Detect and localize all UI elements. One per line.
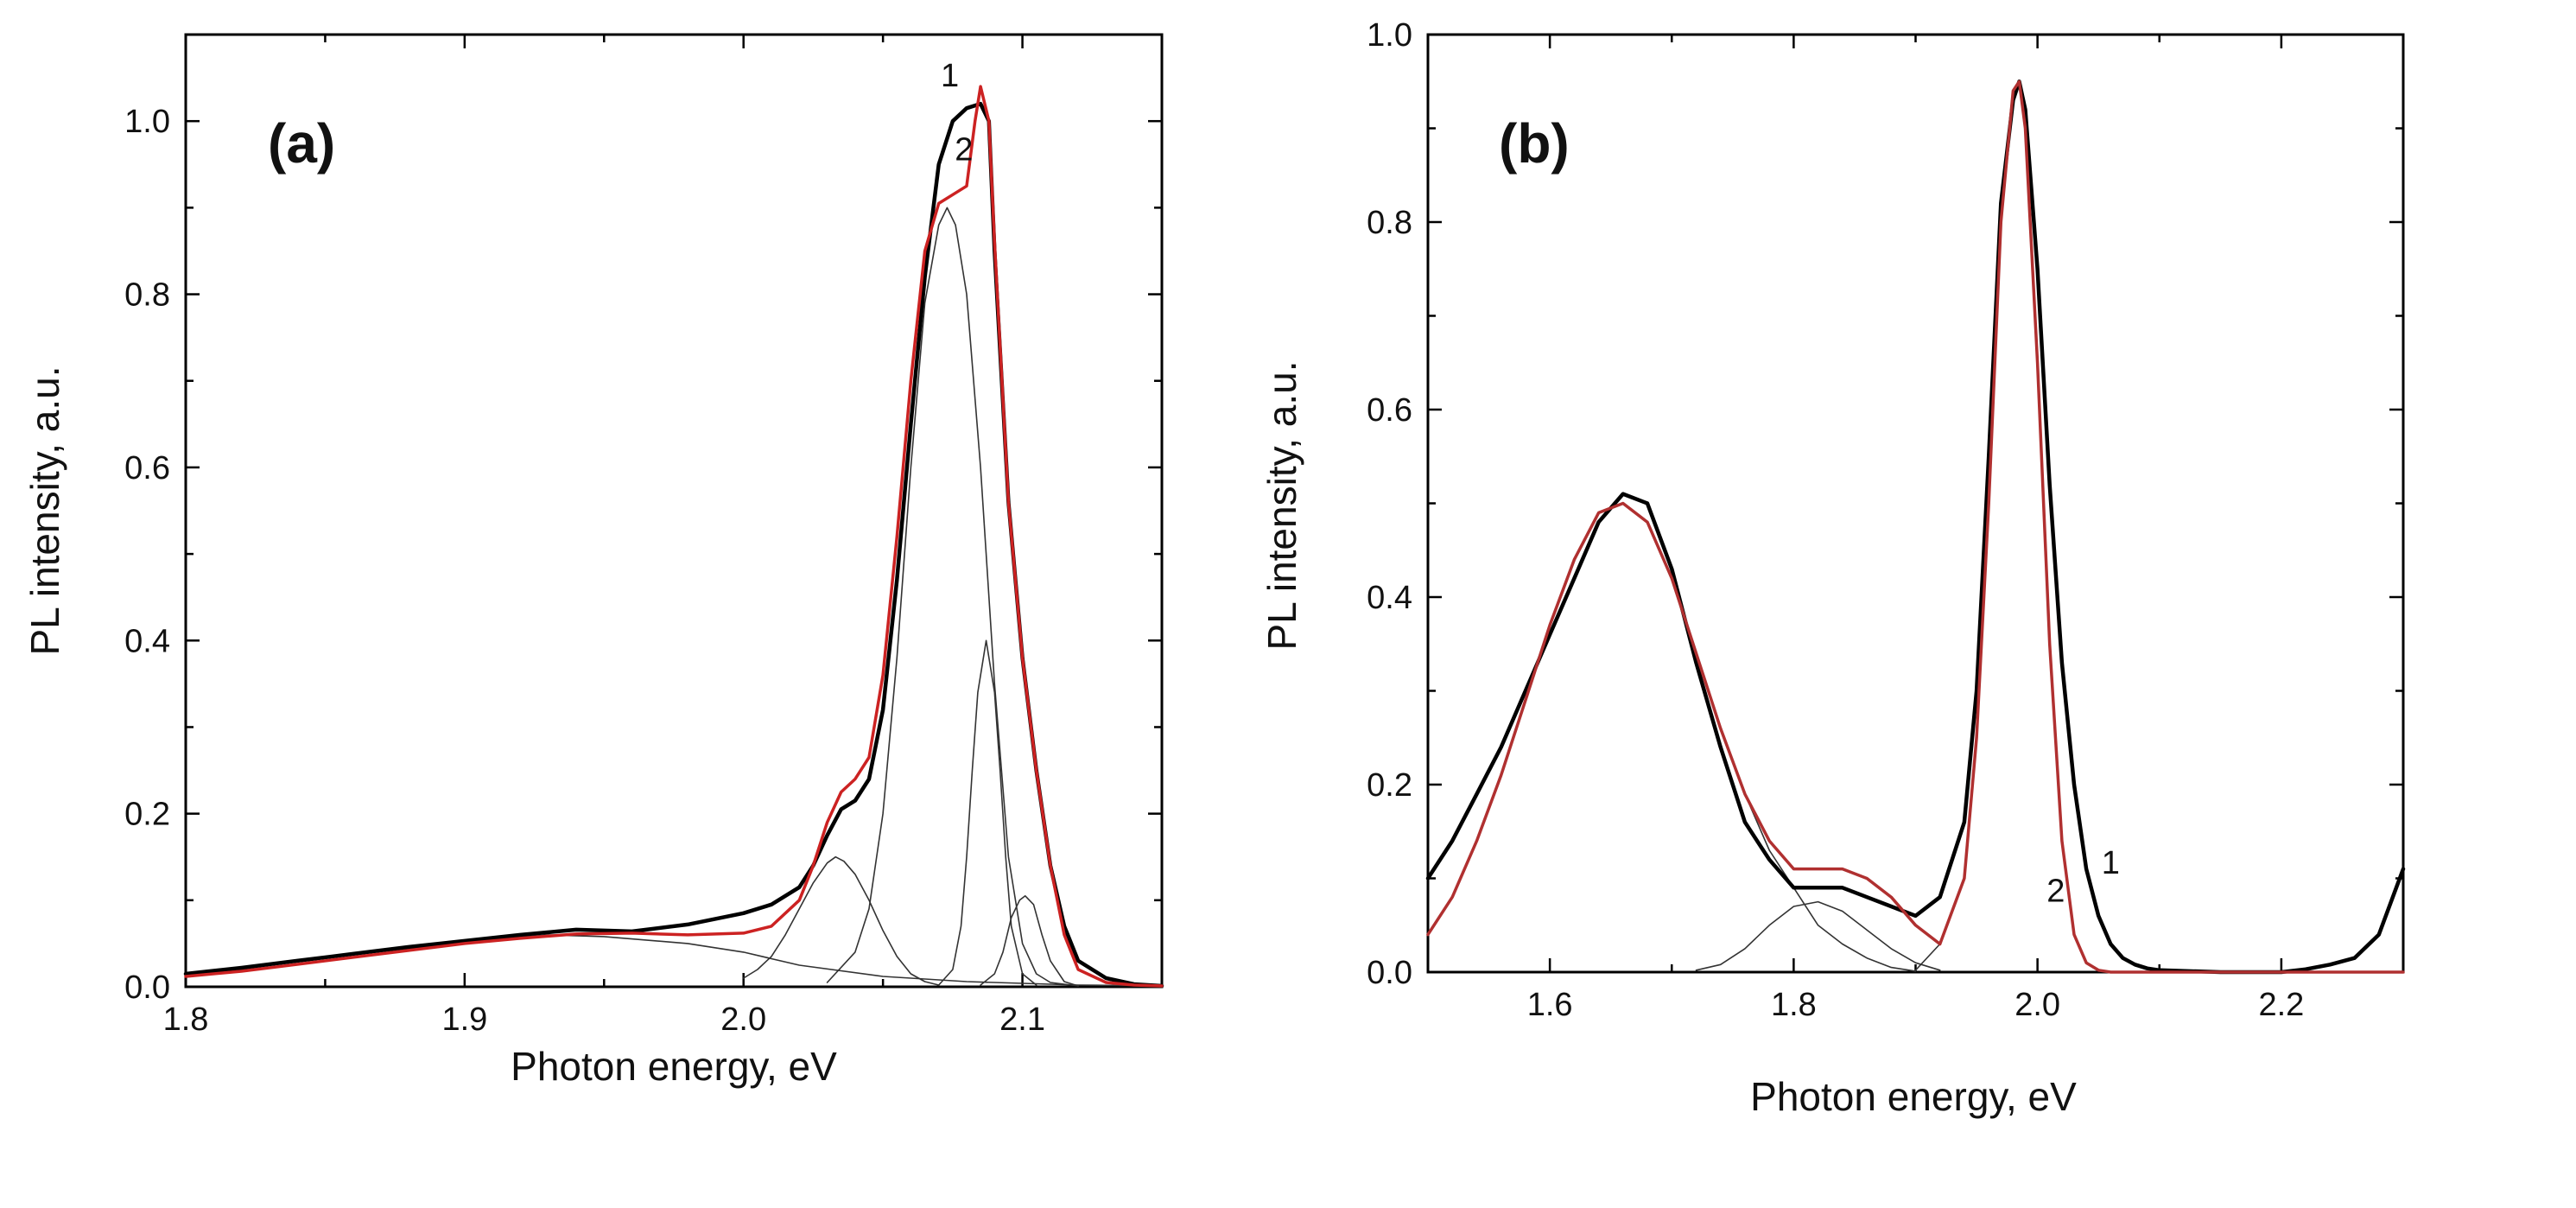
x-tick-label: 1.9 xyxy=(441,1001,487,1038)
panel-b-series xyxy=(1425,79,2406,975)
panel-a-y-axis-title: PL intensity, a.u. xyxy=(22,366,67,656)
curve-number-label: 1 xyxy=(941,58,959,94)
series-fit-line xyxy=(1426,79,2405,974)
panel-a-curve-labels: 12 xyxy=(941,58,973,168)
x-tick-label: 1.6 xyxy=(1527,987,1573,1023)
y-tick-label: 0.0 xyxy=(1367,955,1412,991)
y-tick-label: 0.6 xyxy=(1367,392,1412,429)
curve-number-label: 2 xyxy=(2046,874,2065,910)
y-tick-label: 1.0 xyxy=(1367,17,1412,54)
x-tick-label: 1.8 xyxy=(163,1001,209,1038)
series-experimental-line xyxy=(1425,79,2406,975)
panel-a-series xyxy=(183,85,1164,989)
x-tick-label: 2.0 xyxy=(720,1001,766,1038)
chart-panel-a: 1.8 1.9 2.0 2.10.00.20.40.60.81.0 (a) 12 Ph… xyxy=(22,33,1164,1089)
chart-panel-b: 1.6 1.8 2.0 2.20.00.20.40.60.81.0 (b) 12 Ph… xyxy=(1259,17,2406,1119)
panel-a-x-axis-title: Photon energy, eV xyxy=(511,1044,837,1089)
y-tick-label: 0.6 xyxy=(124,450,170,486)
y-tick-label: 0.2 xyxy=(124,797,170,833)
x-tick-label: 2.2 xyxy=(2258,987,2304,1023)
x-tick-label: 2.0 xyxy=(2014,987,2060,1023)
y-tick-label: 0.4 xyxy=(1367,580,1412,616)
y-tick-label: 0.8 xyxy=(124,277,170,314)
y-tick-label: 0.0 xyxy=(124,970,170,1006)
curve-number-label: 2 xyxy=(955,131,973,168)
y-tick-label: 0.2 xyxy=(1367,767,1412,804)
series-component-line xyxy=(937,639,1037,986)
panel-b-curve-labels: 12 xyxy=(2046,845,2120,910)
panel-b-y-axis-title: PL intensity, a.u. xyxy=(1259,361,1304,651)
panel-a-frame xyxy=(184,33,1164,989)
series-component-line xyxy=(742,855,940,986)
x-tick-label: 2.1 xyxy=(999,1001,1045,1038)
series-component-line xyxy=(826,207,1079,987)
curve-number-label: 1 xyxy=(2102,845,2120,881)
panel-b-x-axis-title: Photon energy, eV xyxy=(1750,1074,2077,1119)
series-component-line xyxy=(1695,900,1941,971)
y-tick-label: 0.8 xyxy=(1367,205,1412,241)
y-tick-label: 0.4 xyxy=(124,623,170,659)
series-component-line xyxy=(980,895,1079,987)
x-tick-label: 1.8 xyxy=(1771,987,1817,1023)
panel-b-label: (b) xyxy=(1499,112,1570,175)
panel-a-tick-labels: 1.8 1.9 2.0 2.1 0.0 0.2 0.4 0.6 0.8 1.0 xyxy=(124,104,1045,1038)
y-tick-label: 1.0 xyxy=(124,104,170,140)
panel-a-label: (a) xyxy=(268,112,335,175)
panel-b-tick-labels: 1.6 1.8 2.0 2.2 0.0 0.2 0.4 0.6 0.8 1.0 xyxy=(1367,17,2304,1023)
series-fit-line xyxy=(184,85,1164,988)
